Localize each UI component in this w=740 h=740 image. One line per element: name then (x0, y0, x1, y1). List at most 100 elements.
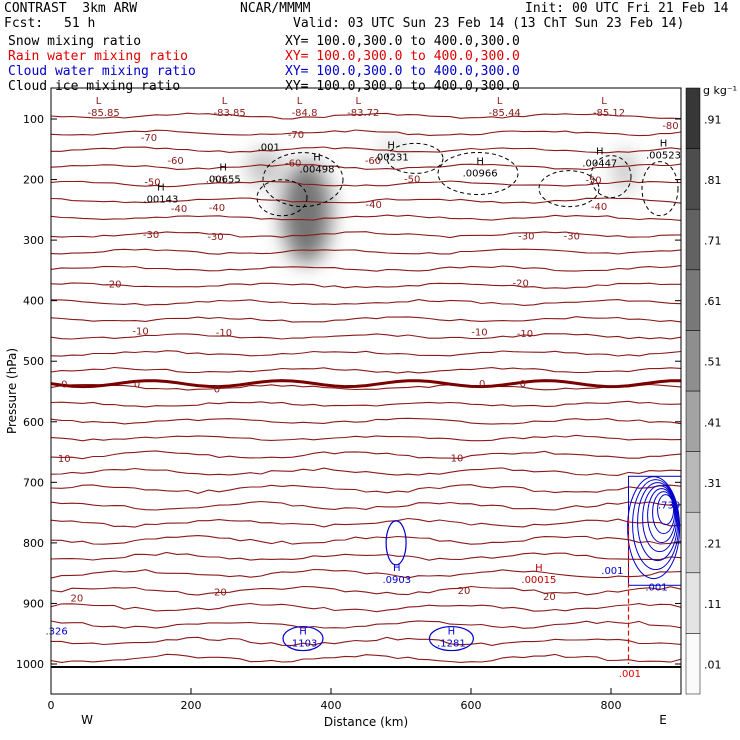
isotherm-line (51, 484, 681, 494)
isotherm-label: -30 (518, 231, 534, 242)
isotherm-line (51, 500, 681, 511)
isotherm-label: -40 (209, 203, 225, 214)
field-xy-rain: XY= 100.0,300.0 to 400.0,300.0 (285, 49, 520, 64)
isotherm-line (51, 231, 681, 239)
isotherm-label: 0 (214, 384, 220, 395)
maximum-marker: H (476, 157, 484, 168)
isotherm-line (51, 602, 681, 613)
x-axis-label: Distance (km) (324, 715, 408, 729)
field-name-cloudwater: Cloud water mixing ratio (8, 64, 196, 79)
maximum-value: .00015 (521, 575, 556, 586)
x-tick-label: 0 (48, 699, 55, 712)
maximum-marker: H (313, 152, 321, 163)
colorbar-label: .11 (704, 598, 722, 611)
cloud-ice-contour (256, 179, 308, 217)
maximum-value: .00655 (206, 175, 241, 186)
isotherm-label: 20 (214, 587, 227, 598)
isotherm-line (51, 214, 681, 221)
cloud-water-contour (652, 491, 676, 535)
plot-frame (50, 87, 682, 695)
isotherm-label: -80 (662, 121, 678, 132)
low-marker: L (96, 96, 102, 107)
isotherm-line (51, 316, 681, 323)
maximum-value: .00966 (463, 169, 498, 180)
model-title: CONTRAST 3km ARW (4, 1, 138, 16)
isotherm-line (51, 383, 681, 391)
maximum-marker: H (387, 140, 395, 151)
cloud-ice-contour (262, 152, 344, 208)
colorbar-label: .31 (704, 477, 722, 490)
maximum-marker: H (393, 563, 401, 574)
isotherm-line (51, 434, 681, 442)
isotherm-line (51, 112, 681, 120)
isotherm-label: -70 (141, 133, 157, 144)
maximum-marker: H (299, 627, 307, 638)
isotherm-label: -60 (167, 156, 183, 167)
isotherm-line (51, 146, 681, 154)
colorbar-label: .81 (704, 174, 722, 187)
isotherm-line (51, 585, 681, 596)
isotherm-line (51, 333, 681, 340)
field-xy-cloudice: XY= 100.0,300.0 to 400.0,300.0 (285, 79, 520, 94)
maximum-value: .0903 (382, 575, 411, 586)
contour-label: .001 (645, 582, 667, 593)
maximum-value: .00523 (646, 150, 681, 161)
maximum-value: .00498 (300, 164, 335, 175)
isotherm-line (51, 282, 681, 289)
maximum-marker: H (596, 146, 604, 157)
isotherm-label: 20 (543, 592, 556, 603)
low-marker: L (497, 96, 503, 107)
cloud-ice-contour (641, 161, 679, 217)
y-tick-label: 600 (23, 416, 44, 429)
isotherm-line (51, 265, 681, 272)
colorbar-swatch (685, 269, 701, 331)
colorbar-label: .41 (704, 416, 722, 429)
isotherm-label: -20 (105, 280, 121, 291)
y-tick-label: 400 (23, 295, 44, 308)
maximum-value: .00231 (374, 152, 409, 163)
cloud-water-contour (385, 520, 407, 566)
y-tick-label: 1000 (16, 658, 44, 671)
isotherm-line (51, 180, 681, 188)
cloud-water-contour (632, 479, 680, 571)
isotherm-line (51, 197, 681, 204)
colorbar-swatch (685, 148, 701, 210)
snow-shading-area (282, 161, 331, 264)
field-name-snow: Snow mixing ratio (8, 34, 142, 49)
colorbar-label: .21 (704, 538, 722, 551)
isotherm-line (51, 568, 681, 579)
isotherm-line (51, 517, 681, 528)
west-label: W (81, 713, 93, 727)
isotherm-line (51, 129, 681, 137)
isotherm-label: -30 (207, 232, 223, 243)
contour-label: .739 (658, 501, 680, 512)
low-marker: L (601, 96, 607, 107)
isotherm-label: -30 (564, 231, 580, 242)
cloud-water-contour (657, 494, 675, 526)
isotherm-line (51, 653, 681, 663)
isotherm-label: 10 (58, 454, 71, 465)
isotherm-label: -50 (404, 174, 420, 185)
isotherm-label: -10 (132, 326, 148, 337)
maximum-marker: H (448, 627, 456, 638)
field-xy-cloudwater: XY= 100.0,300.0 to 400.0,300.0 (285, 64, 520, 79)
isotherm-line (51, 248, 681, 255)
cloud-water-contour (637, 482, 679, 562)
contour-label: .001 (619, 669, 641, 680)
colorbar-swatch (685, 208, 701, 271)
isotherm-label: -10 (216, 328, 232, 339)
colorbar-swatch (685, 633, 701, 695)
low-value: -85.44 (489, 108, 521, 119)
y-tick-label: 300 (23, 234, 44, 247)
colorbar-swatch (685, 87, 701, 149)
y-axis-label: Pressure (hPa) (5, 348, 19, 434)
maximum-marker: H (660, 138, 668, 149)
isotherm-line (51, 299, 681, 306)
maximum-value: .1103 (289, 639, 318, 650)
isotherm-line (51, 366, 681, 374)
maximum-marker: H (157, 183, 165, 194)
isotherm-line (51, 350, 681, 357)
maximum-marker: H (535, 563, 543, 574)
east-label: E (659, 713, 667, 727)
